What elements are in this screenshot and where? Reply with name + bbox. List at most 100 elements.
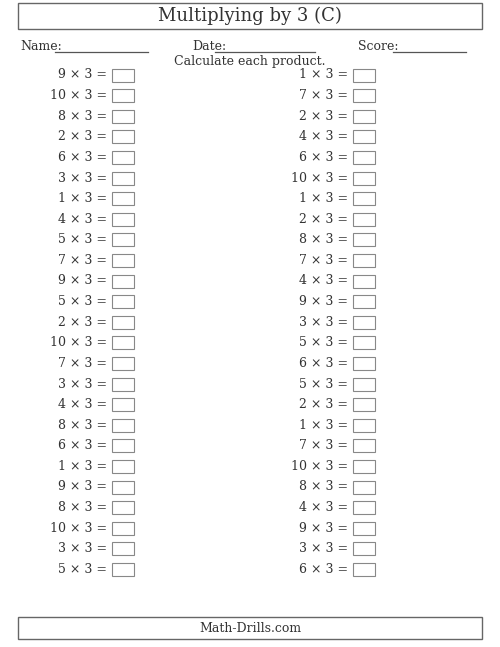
Text: Math-Drills.com: Math-Drills.com [199,622,301,635]
Text: 3 × 3 =: 3 × 3 = [299,316,348,329]
Text: 7 × 3 =: 7 × 3 = [299,254,348,267]
FancyBboxPatch shape [112,439,134,452]
Text: 6 × 3 =: 6 × 3 = [58,151,107,164]
Text: 8 × 3 =: 8 × 3 = [299,234,348,247]
Text: 10 × 3 =: 10 × 3 = [50,521,107,534]
FancyBboxPatch shape [353,234,375,247]
FancyBboxPatch shape [353,542,375,555]
Text: 1 × 3 =: 1 × 3 = [299,192,348,205]
FancyBboxPatch shape [112,377,134,391]
FancyBboxPatch shape [112,542,134,555]
FancyBboxPatch shape [353,110,375,123]
FancyBboxPatch shape [353,192,375,205]
Text: 5 × 3 =: 5 × 3 = [58,563,107,576]
Text: 5 × 3 =: 5 × 3 = [58,234,107,247]
FancyBboxPatch shape [112,481,134,494]
FancyBboxPatch shape [353,357,375,370]
FancyBboxPatch shape [353,274,375,287]
FancyBboxPatch shape [112,336,134,349]
FancyBboxPatch shape [112,295,134,308]
FancyBboxPatch shape [353,439,375,452]
FancyBboxPatch shape [112,501,134,514]
Text: 4 × 3 =: 4 × 3 = [58,213,107,226]
FancyBboxPatch shape [112,563,134,576]
Text: 2 × 3 =: 2 × 3 = [58,130,107,143]
Text: 7 × 3 =: 7 × 3 = [58,254,107,267]
Text: 4 × 3 =: 4 × 3 = [299,274,348,287]
FancyBboxPatch shape [112,274,134,287]
FancyBboxPatch shape [112,357,134,370]
Text: 9 × 3 =: 9 × 3 = [58,69,107,82]
FancyBboxPatch shape [353,398,375,411]
FancyBboxPatch shape [112,69,134,82]
Text: 1 × 3 =: 1 × 3 = [299,69,348,82]
Text: 4 × 3 =: 4 × 3 = [299,130,348,143]
FancyBboxPatch shape [112,316,134,329]
FancyBboxPatch shape [112,192,134,205]
Text: 7 × 3 =: 7 × 3 = [299,89,348,102]
FancyBboxPatch shape [353,89,375,102]
Text: Date:: Date: [192,39,226,52]
Text: 5 × 3 =: 5 × 3 = [299,377,348,391]
Text: 8 × 3 =: 8 × 3 = [299,481,348,494]
Text: 6 × 3 =: 6 × 3 = [299,563,348,576]
Text: 1 × 3 =: 1 × 3 = [58,460,107,473]
Text: 9 × 3 =: 9 × 3 = [58,481,107,494]
FancyBboxPatch shape [353,130,375,143]
FancyBboxPatch shape [112,89,134,102]
FancyBboxPatch shape [353,521,375,534]
Text: 3 × 3 =: 3 × 3 = [58,542,107,555]
FancyBboxPatch shape [353,69,375,82]
Text: 5 × 3 =: 5 × 3 = [58,295,107,308]
Text: 8 × 3 =: 8 × 3 = [58,110,107,123]
Text: 4 × 3 =: 4 × 3 = [58,398,107,411]
Text: 4 × 3 =: 4 × 3 = [299,501,348,514]
Text: 9 × 3 =: 9 × 3 = [299,295,348,308]
Text: 7 × 3 =: 7 × 3 = [299,439,348,452]
FancyBboxPatch shape [353,336,375,349]
FancyBboxPatch shape [112,110,134,123]
Text: 10 × 3 =: 10 × 3 = [291,460,348,473]
Text: 8 × 3 =: 8 × 3 = [58,501,107,514]
FancyBboxPatch shape [353,213,375,226]
FancyBboxPatch shape [353,151,375,164]
Text: 2 × 3 =: 2 × 3 = [299,213,348,226]
Text: 10 × 3 =: 10 × 3 = [50,89,107,102]
FancyBboxPatch shape [353,481,375,494]
FancyBboxPatch shape [353,563,375,576]
FancyBboxPatch shape [353,377,375,391]
FancyBboxPatch shape [112,213,134,226]
Text: 1 × 3 =: 1 × 3 = [58,192,107,205]
Text: 1 × 3 =: 1 × 3 = [299,419,348,432]
Text: 6 × 3 =: 6 × 3 = [299,151,348,164]
FancyBboxPatch shape [112,171,134,184]
Text: Multiplying by 3 (C): Multiplying by 3 (C) [158,7,342,25]
Text: 6 × 3 =: 6 × 3 = [299,357,348,370]
FancyBboxPatch shape [112,398,134,411]
Text: 5 × 3 =: 5 × 3 = [299,336,348,349]
FancyBboxPatch shape [353,419,375,432]
Text: 9 × 3 =: 9 × 3 = [58,274,107,287]
FancyBboxPatch shape [353,460,375,473]
Text: 2 × 3 =: 2 × 3 = [299,398,348,411]
Text: 7 × 3 =: 7 × 3 = [58,357,107,370]
Text: 9 × 3 =: 9 × 3 = [299,521,348,534]
Text: 2 × 3 =: 2 × 3 = [299,110,348,123]
Text: 3 × 3 =: 3 × 3 = [58,377,107,391]
FancyBboxPatch shape [353,316,375,329]
FancyBboxPatch shape [112,521,134,534]
Text: 10 × 3 =: 10 × 3 = [291,171,348,184]
Text: 3 × 3 =: 3 × 3 = [58,171,107,184]
FancyBboxPatch shape [353,171,375,184]
Text: 8 × 3 =: 8 × 3 = [58,419,107,432]
Text: Name:: Name: [20,39,62,52]
Text: 6 × 3 =: 6 × 3 = [58,439,107,452]
FancyBboxPatch shape [18,617,482,639]
FancyBboxPatch shape [112,254,134,267]
FancyBboxPatch shape [112,460,134,473]
FancyBboxPatch shape [353,254,375,267]
FancyBboxPatch shape [112,234,134,247]
FancyBboxPatch shape [112,151,134,164]
FancyBboxPatch shape [353,501,375,514]
Text: 2 × 3 =: 2 × 3 = [58,316,107,329]
